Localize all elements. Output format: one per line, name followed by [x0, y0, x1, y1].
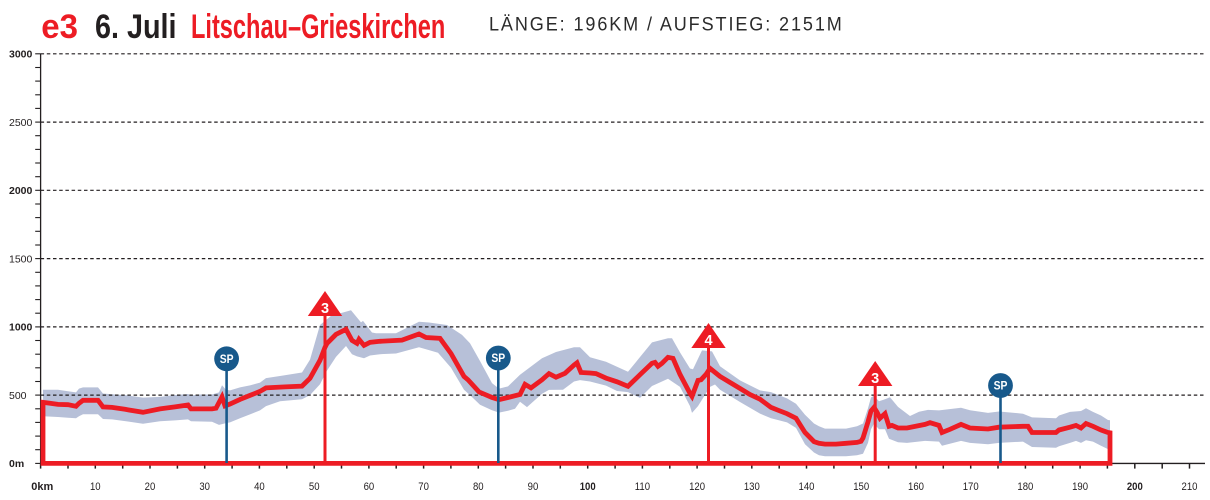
svg-text:3000: 3000	[9, 49, 33, 61]
svg-text:210: 210	[1182, 481, 1198, 493]
svg-text:70: 70	[418, 481, 429, 493]
svg-text:2000: 2000	[9, 185, 33, 197]
svg-text:0m: 0m	[9, 458, 24, 470]
svg-text:90: 90	[528, 481, 539, 493]
svg-text:170: 170	[963, 481, 979, 493]
svg-text:3: 3	[871, 371, 879, 387]
svg-text:200: 200	[1127, 481, 1143, 493]
svg-text:1000: 1000	[9, 322, 33, 334]
svg-text:30: 30	[199, 481, 210, 493]
svg-text:100: 100	[580, 481, 596, 493]
svg-text:150: 150	[853, 481, 869, 493]
svg-text:60: 60	[364, 481, 375, 493]
svg-text:140: 140	[799, 481, 815, 493]
svg-text:110: 110	[635, 481, 650, 493]
svg-text:2500: 2500	[9, 117, 33, 129]
svg-text:130: 130	[744, 481, 760, 493]
svg-text:SP: SP	[220, 354, 234, 367]
svg-text:SP: SP	[994, 380, 1008, 393]
svg-text:20: 20	[145, 481, 156, 493]
svg-text:6. Juli: 6. Juli	[95, 6, 177, 45]
svg-text:180: 180	[1017, 481, 1033, 493]
svg-text:80: 80	[473, 481, 484, 493]
svg-text:10: 10	[90, 481, 101, 493]
svg-text:SP: SP	[491, 353, 505, 366]
svg-text:4: 4	[704, 333, 712, 349]
svg-text:120: 120	[689, 481, 705, 493]
svg-text:Litschau–Grieskirchen: Litschau–Grieskirchen	[191, 9, 445, 46]
svg-text:e3: e3	[41, 8, 78, 46]
svg-text:3: 3	[321, 301, 329, 317]
svg-text:40: 40	[254, 481, 265, 493]
svg-text:190: 190	[1072, 481, 1088, 493]
svg-text:0km: 0km	[31, 481, 53, 493]
svg-text:160: 160	[908, 481, 924, 493]
svg-text:1500: 1500	[9, 253, 33, 265]
svg-text:LÄNGE: 196KM / AUFSTIEG: 2151M: LÄNGE: 196KM / AUFSTIEG: 2151M	[489, 13, 844, 35]
svg-text:50: 50	[309, 481, 320, 493]
svg-text:500: 500	[9, 390, 27, 402]
